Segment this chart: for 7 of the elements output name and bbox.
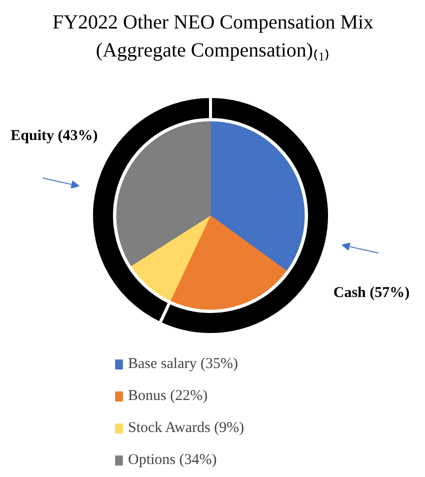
chart-title: FY2022 Other NEO Compensation Mix (Aggregate Compensation)₍₁₎ (52, 12, 374, 62)
legend-label: Bonus (22%) (128, 387, 208, 405)
legend-label: Base salary (35%) (128, 355, 238, 373)
text: Equity (43%) (10, 128, 98, 144)
text: Cash (57%) (333, 285, 410, 302)
legend-label: Options (34%) (128, 451, 217, 469)
legend-label: Stock Awards (9%) (128, 419, 244, 437)
